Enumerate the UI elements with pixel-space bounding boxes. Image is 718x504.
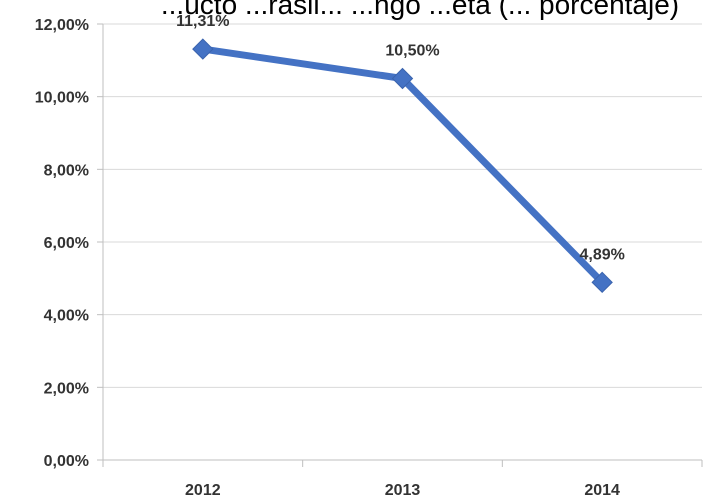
axes: 0,00% 2,00% 4,00% 6,00% 8,00% 10,00% 12,00% 201… bbox=[35, 17, 703, 499]
gridlines bbox=[103, 23, 702, 388]
y-tick-label-6: 12,00% bbox=[35, 17, 89, 34]
data-labels: 11,31% 10,50% 4,89% bbox=[176, 13, 625, 263]
data-point-2014 bbox=[591, 271, 613, 294]
data-label-2012: 11,31% bbox=[176, 13, 229, 30]
data-label-2013: 10,50% bbox=[385, 43, 439, 60]
y-tick-label-5: 10,00% bbox=[35, 90, 89, 107]
y-tick-label-1: 2,00% bbox=[44, 380, 89, 397]
data-point-2013 bbox=[391, 67, 414, 90]
x-tick-label-2: 2014 bbox=[584, 482, 620, 499]
chart-title: ...ucto ...rasil... ...ngo ...eta (... p… bbox=[161, 0, 679, 20]
y-tick-label-0: 0,00% bbox=[44, 453, 89, 470]
data-label-2014: 4,89% bbox=[579, 246, 624, 263]
y-tick-label-2: 4,00% bbox=[44, 308, 89, 325]
y-tick-label-4: 8,00% bbox=[44, 162, 89, 179]
series bbox=[192, 38, 613, 294]
x-tick-label-1: 2013 bbox=[385, 482, 421, 499]
data-point-2012 bbox=[192, 38, 214, 60]
x-tick-label-0: 2012 bbox=[185, 482, 221, 499]
y-tick-label-3: 6,00% bbox=[44, 235, 89, 252]
